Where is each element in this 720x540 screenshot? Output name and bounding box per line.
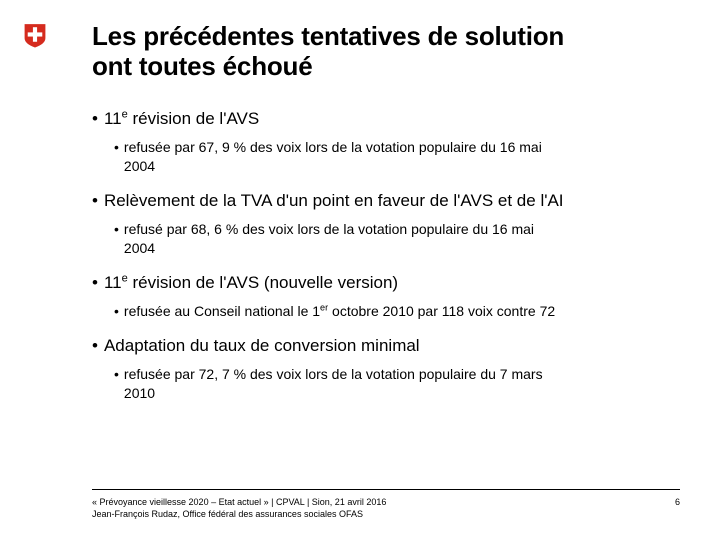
bullet-dot-icon: • <box>92 272 98 294</box>
footer-line-1: « Prévoyance vieillesse 2020 – Etat actu… <box>92 496 386 508</box>
sub-list-item: • refusée par 72, 7 % des voix lors de l… <box>114 365 680 403</box>
footer-divider <box>92 489 680 490</box>
bullet-main: • 11e révision de l'AVS (nouvelle versio… <box>92 272 680 294</box>
sub-text: refusée par 72, 7 % des voix lors de la … <box>124 365 554 403</box>
bullet-text: Adaptation du taux de conversion minimal <box>104 335 420 357</box>
sub-text: refusée par 67, 9 % des voix lors de la … <box>124 138 554 176</box>
sub-list-item: • refusée au Conseil national le 1er oct… <box>114 302 680 321</box>
bullet-main: • Adaptation du taux de conversion minim… <box>92 335 680 357</box>
sub-list: • refusée par 72, 7 % des voix lors de l… <box>114 365 680 403</box>
bullet-text: 11e révision de l'AVS (nouvelle version) <box>104 272 398 294</box>
bullet-dot-icon: • <box>92 190 98 212</box>
bullet-dot-icon: • <box>114 365 119 384</box>
sub-list: • refusée par 67, 9 % des voix lors de l… <box>114 138 680 176</box>
bullet-dot-icon: • <box>92 108 98 130</box>
footer-row: « Prévoyance vieillesse 2020 – Etat actu… <box>92 496 680 520</box>
bullet-text: Relèvement de la TVA d'un point en faveu… <box>104 190 564 212</box>
page-number: 6 <box>675 496 680 508</box>
sub-list-item: • refusé par 68, 6 % des voix lors de la… <box>114 220 680 258</box>
bullet-dot-icon: • <box>114 138 119 157</box>
bullet-dot-icon: • <box>114 302 119 321</box>
sub-list: • refusée au Conseil national le 1er oct… <box>114 302 680 321</box>
footer-line-2: Jean-François Rudaz, Office fédéral des … <box>92 508 386 520</box>
swiss-shield-icon <box>22 22 48 48</box>
sub-list-item: • refusée par 67, 9 % des voix lors de l… <box>114 138 680 176</box>
slide-footer: « Prévoyance vieillesse 2020 – Etat actu… <box>92 489 680 520</box>
bullet-main: • Relèvement de la TVA d'un point en fav… <box>92 190 680 212</box>
sub-text: refusée au Conseil national le 1er octob… <box>124 302 555 321</box>
list-item: • 11e révision de l'AVS • refusée par 67… <box>92 108 680 176</box>
slide-title: Les précédentes tentatives de solution o… <box>92 22 680 82</box>
title-line-1: Les précédentes tentatives de solution <box>92 21 564 51</box>
sub-text: refusé par 68, 6 % des voix lors de la v… <box>124 220 554 258</box>
slide-body: • 11e révision de l'AVS • refusée par 67… <box>92 108 680 403</box>
title-line-2: ont toutes échoué <box>92 51 313 81</box>
bullet-list: • 11e révision de l'AVS • refusée par 67… <box>92 108 680 403</box>
bullet-main: • 11e révision de l'AVS <box>92 108 680 130</box>
bullet-dot-icon: • <box>92 335 98 357</box>
bullet-text: 11e révision de l'AVS <box>104 108 259 130</box>
list-item: • 11e révision de l'AVS (nouvelle versio… <box>92 272 680 321</box>
list-item: • Relèvement de la TVA d'un point en fav… <box>92 190 680 258</box>
footer-text: « Prévoyance vieillesse 2020 – Etat actu… <box>92 496 386 520</box>
sub-list: • refusé par 68, 6 % des voix lors de la… <box>114 220 680 258</box>
slide: Les précédentes tentatives de solution o… <box>0 0 720 540</box>
list-item: • Adaptation du taux de conversion minim… <box>92 335 680 403</box>
bullet-dot-icon: • <box>114 220 119 239</box>
